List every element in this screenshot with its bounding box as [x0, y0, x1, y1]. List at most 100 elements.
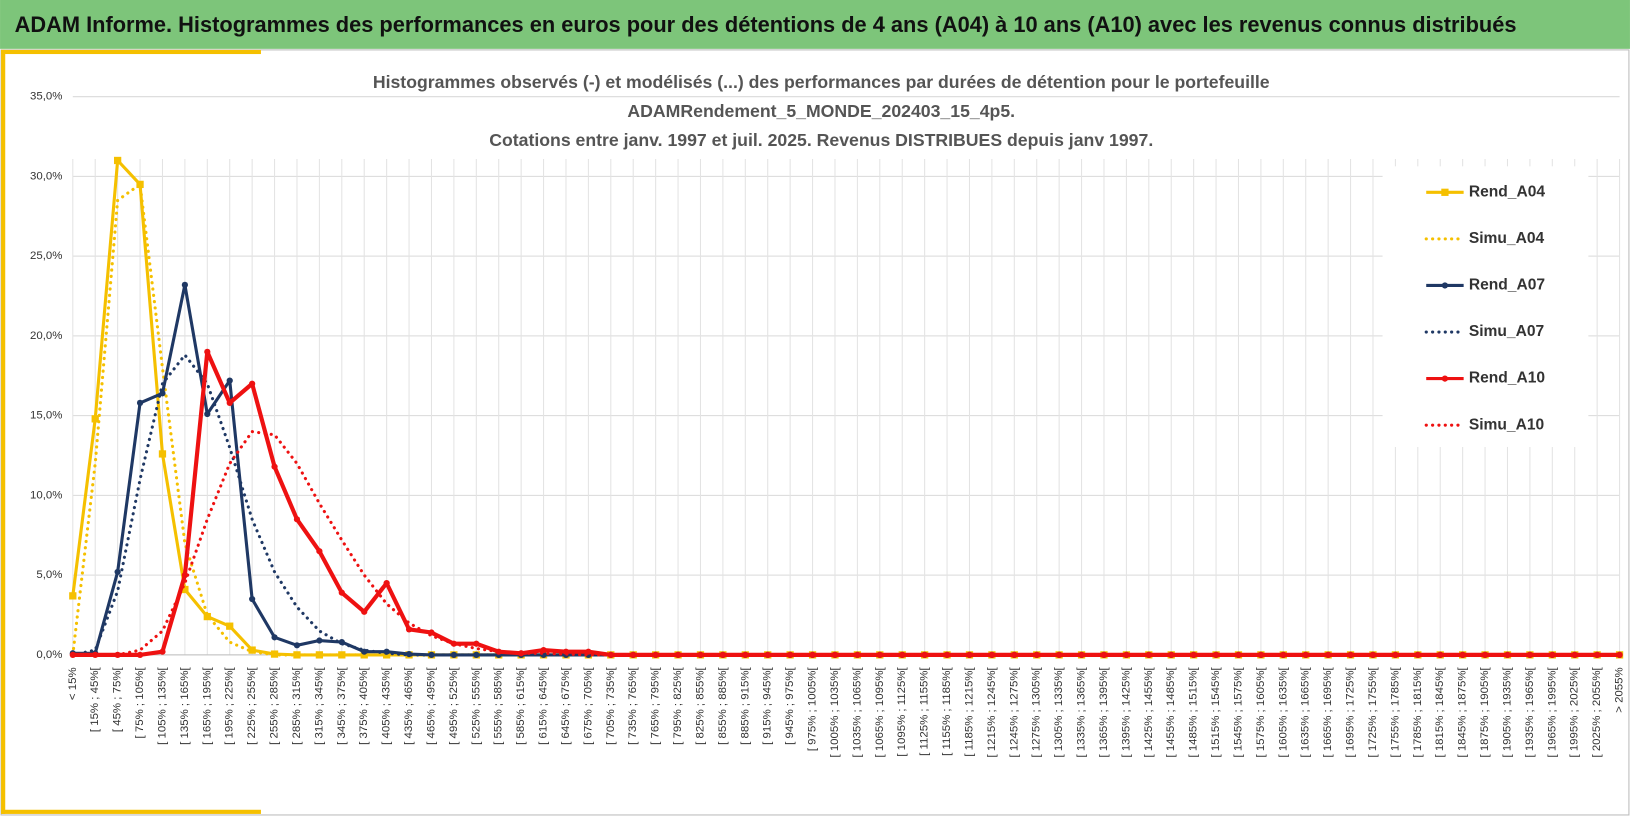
- x-tick-label: [ 615% ; 645%[: [538, 667, 550, 745]
- marker: [159, 390, 166, 397]
- marker: [315, 651, 324, 659]
- series-line: [71, 430, 1622, 657]
- x-tick-label: [ 2025% ; 2055%[: [1591, 667, 1603, 758]
- y-tick-label: 0,0%: [36, 649, 62, 661]
- x-tick-label: [ 1965% ; 1995%[: [1546, 667, 1558, 758]
- x-tick-label: [ 1395% ; 1425%[: [1120, 667, 1132, 758]
- x-tick-label: [ 825% ; 855%[: [694, 667, 706, 745]
- legend-label: Simu_A04: [1469, 230, 1545, 247]
- marker: [1549, 651, 1556, 658]
- marker: [1594, 651, 1601, 658]
- marker: [450, 651, 458, 658]
- y-tick-label: 35,0%: [30, 91, 62, 103]
- x-tick-label: [ 1695% ; 1725%[: [1345, 667, 1357, 758]
- marker: [876, 651, 883, 658]
- x-tick-label: [ 735% ; 765%[: [627, 667, 639, 745]
- legend-marker: [1441, 188, 1449, 196]
- marker: [473, 640, 480, 647]
- marker: [809, 651, 816, 658]
- x-tick-label: [ 1425% ; 1455%[: [1143, 667, 1155, 758]
- x-tick-label: [ 975% ; 1005%[: [807, 667, 819, 752]
- x-tick-label: [ 315% ; 345%[: [313, 667, 325, 745]
- marker: [1100, 651, 1108, 658]
- marker: [540, 646, 547, 654]
- marker: [1212, 651, 1220, 658]
- x-tick-label: [ 495% ; 525%[: [448, 667, 460, 745]
- x-tick-label: [ 1635% ; 1665%[: [1300, 667, 1312, 758]
- marker: [1257, 651, 1265, 658]
- x-tick-label: [ 405% ; 435%[: [381, 667, 393, 745]
- marker: [69, 592, 77, 600]
- legend-box: [1382, 166, 1589, 447]
- x-tick-label: [ 1845% ; 1875%[: [1457, 667, 1469, 758]
- x-tick-label: [ 585% ; 615%[: [515, 667, 527, 745]
- x-tick-label: [ 1815% ; 1845%[: [1434, 667, 1446, 758]
- y-tick-label: 25,0%: [30, 250, 62, 262]
- marker: [249, 380, 256, 387]
- legend-label: Rend_A07: [1469, 277, 1545, 294]
- marker: [585, 648, 592, 655]
- marker: [226, 399, 233, 407]
- marker: [383, 579, 390, 587]
- x-tick-label: [ 1245% ; 1275%[: [1008, 667, 1020, 758]
- marker: [293, 642, 301, 649]
- marker: [1168, 651, 1175, 658]
- marker: [136, 399, 144, 407]
- marker: [1437, 651, 1444, 658]
- marker: [338, 589, 345, 596]
- marker: [921, 651, 928, 658]
- x-tick-label: [ 1215% ; 1245%[: [986, 667, 998, 758]
- marker: [114, 568, 121, 576]
- x-tick-label: [ 165% ; 195%[: [201, 667, 213, 745]
- marker: [293, 516, 301, 523]
- y-tick-label: 15,0%: [30, 410, 62, 422]
- marker: [158, 450, 167, 458]
- legend-label: Rend_A10: [1469, 370, 1546, 387]
- x-tick-label: [ 1545% ; 1575%[: [1232, 667, 1244, 758]
- x-tick-label: [ 1665% ; 1695%[: [1322, 667, 1334, 758]
- marker: [764, 651, 771, 658]
- marker: [159, 648, 166, 655]
- marker: [113, 156, 122, 165]
- marker: [181, 585, 189, 594]
- header-title: ADAM Informe. Histogrammes des performan…: [15, 12, 1517, 37]
- marker: [136, 180, 144, 189]
- x-tick-label: [ 1905% ; 1935%[: [1501, 667, 1513, 758]
- x-tick-label: [ 75% ; 105%[: [134, 667, 146, 739]
- marker: [1504, 651, 1511, 658]
- marker: [1459, 651, 1466, 658]
- marker: [203, 612, 211, 621]
- x-tick-label: [ 555% ; 585%[: [493, 667, 505, 745]
- x-tick-label: [ 465% ; 495%[: [425, 667, 437, 745]
- marker: [248, 646, 256, 654]
- marker: [271, 463, 278, 470]
- x-tick-label: [ 285% ; 315%[: [291, 667, 303, 745]
- x-tick-label: [ 255% ; 285%[: [269, 667, 281, 745]
- x-tick-label: [ 225% ; 255%[: [246, 667, 258, 745]
- x-tick-label: > 2055%: [1614, 667, 1626, 712]
- chart-title: Cotations entre janv. 1997 et juil. 2025…: [489, 130, 1153, 150]
- x-tick-label: [ 1275% ; 1305%[: [1031, 667, 1043, 758]
- x-tick-label: [ 945% ; 975%[: [784, 667, 796, 745]
- x-tick-label: < 15%: [67, 667, 79, 700]
- x-tick-label: [ 1125% ; 1155%[: [919, 667, 931, 756]
- x-tick-label: [ 1095% ; 1125%[: [896, 667, 908, 757]
- x-tick-label: [ 1455% ; 1485%[: [1165, 667, 1177, 758]
- x-tick-label: [ 1185% ; 1215%[: [963, 667, 975, 757]
- legend-marker: [1441, 375, 1449, 382]
- x-tick-label: [ 795% ; 825%[: [672, 667, 684, 745]
- x-tick-label: [ 525% ; 555%[: [470, 667, 482, 745]
- marker: [204, 410, 211, 418]
- marker: [249, 595, 256, 603]
- x-tick-label: [ 1725% ; 1755%[: [1367, 667, 1379, 758]
- series-line: [71, 182, 1622, 657]
- marker: [1347, 651, 1354, 658]
- marker: [1056, 651, 1063, 658]
- marker: [674, 651, 682, 658]
- marker: [361, 608, 368, 615]
- chart-title: ADAMRendement_5_MONDE_202403_15_4p5.: [627, 101, 1015, 121]
- x-tick-label: [ 1365% ; 1395%[: [1098, 667, 1110, 758]
- accent: [1, 49, 261, 55]
- marker: [181, 281, 189, 288]
- x-tick-label: [ 345% ; 375%[: [336, 667, 348, 745]
